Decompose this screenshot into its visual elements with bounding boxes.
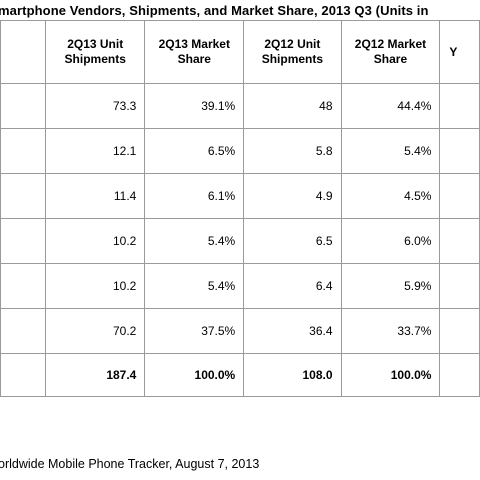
table-row: 10.2 5.4% 6.4 5.9%: [0, 263, 480, 309]
cell-2q12-unit-shipments: 48: [243, 83, 342, 129]
cell-2q12-market-share: 5.9%: [340, 263, 441, 309]
cell-vendor: [0, 308, 47, 354]
cell-2q13-market-share: 39.1%: [144, 83, 245, 129]
cell-2q12-unit-shipments: 4.9: [243, 173, 342, 219]
table-title: martphone Vendors, Shipments, and Market…: [0, 3, 429, 18]
header-2q13-share-line2: Share: [177, 52, 211, 66]
table-row: 12.1 6.5% 5.8 5.4%: [0, 128, 480, 174]
header-yoy: Y: [439, 20, 480, 84]
cell-2q13-unit-shipments: 70.2: [45, 308, 146, 354]
total-cell-2q13-market-share: 100.0%: [144, 353, 245, 397]
table-row: 70.2 37.5% 36.4 33.7%: [0, 308, 480, 354]
header-2q12-share-line2: Share: [373, 52, 408, 66]
cell-2q12-market-share: 33.7%: [340, 308, 441, 354]
cell-yoy: [439, 263, 480, 309]
header-2q13-unit-line1: 2Q13 Unit: [67, 37, 124, 51]
total-cell-2q12-market-share: 100.0%: [340, 353, 441, 397]
cell-2q13-unit-shipments: 10.2: [45, 218, 146, 264]
total-cell-yoy: [439, 353, 480, 397]
header-vendor: [0, 20, 47, 84]
header-yoy-line1: Y: [449, 44, 458, 59]
header-2q12-market-share: 2Q12 Market Share: [340, 20, 441, 84]
cell-vendor: [0, 83, 47, 129]
cell-2q13-market-share: 37.5%: [144, 308, 245, 354]
header-2q13-unit-shipments: 2Q13 Unit Shipments: [45, 20, 146, 84]
cell-2q12-market-share: 4.5%: [340, 173, 441, 219]
cell-2q13-unit-shipments: 10.2: [45, 263, 146, 309]
table-row: 11.4 6.1% 4.9 4.5%: [0, 173, 480, 219]
cell-vendor: [0, 263, 47, 309]
cell-vendor: [0, 218, 47, 264]
cell-yoy: [439, 218, 480, 264]
cell-vendor: [0, 173, 47, 219]
cell-yoy: [439, 128, 480, 174]
source-note: orldwide Mobile Phone Tracker, August 7,…: [0, 457, 260, 471]
market-share-table: 2Q13 Unit Shipments 2Q13 Market Share 2Q…: [0, 20, 480, 397]
cell-2q13-market-share: 5.4%: [144, 218, 245, 264]
cell-2q12-unit-shipments: 6.4: [243, 263, 342, 309]
header-row: 2Q13 Unit Shipments 2Q13 Market Share 2Q…: [0, 20, 480, 84]
cell-2q12-unit-shipments: 6.5: [243, 218, 342, 264]
header-2q13-share-line1: 2Q13 Market: [158, 37, 230, 51]
header-2q12-unit-shipments: 2Q12 Unit Shipments: [243, 20, 342, 84]
header-2q12-share-line1: 2Q12 Market: [354, 37, 427, 51]
cell-2q13-market-share: 6.1%: [144, 173, 245, 219]
cell-vendor: [0, 128, 47, 174]
cell-2q13-unit-shipments: 73.3: [45, 83, 146, 129]
cell-yoy: [439, 173, 480, 219]
cell-2q13-unit-shipments: 12.1: [45, 128, 146, 174]
header-2q12-unit-line1: 2Q12 Unit: [264, 37, 321, 51]
cell-2q13-unit-shipments: 11.4: [45, 173, 146, 219]
cell-yoy: [439, 308, 480, 354]
table-row: 73.3 39.1% 48 44.4%: [0, 83, 480, 129]
cell-2q12-unit-shipments: 36.4: [243, 308, 342, 354]
total-cell-2q12-unit-shipments: 108.0: [243, 353, 342, 397]
cell-2q13-market-share: 5.4%: [144, 263, 245, 309]
cell-2q12-market-share: 6.0%: [340, 218, 441, 264]
header-2q13-unit-line2: Shipments: [64, 52, 126, 66]
cell-2q12-unit-shipments: 5.8: [243, 128, 342, 174]
cell-yoy: [439, 83, 480, 129]
total-cell-vendor: [0, 353, 47, 397]
cell-2q12-market-share: 5.4%: [340, 128, 441, 174]
cell-2q13-market-share: 6.5%: [144, 128, 245, 174]
total-cell-2q13-unit-shipments: 187.4: [45, 353, 146, 397]
total-row: 187.4 100.0% 108.0 100.0%: [0, 353, 480, 397]
table-body: 73.3 39.1% 48 44.4% 12.1 6.5% 5.8 5.4% 11.4 6.1% 4…: [0, 83, 480, 397]
table-row: 10.2 5.4% 6.5 6.0%: [0, 218, 480, 264]
header-2q13-market-share: 2Q13 Market Share: [144, 20, 245, 84]
cell-2q12-market-share: 44.4%: [340, 83, 441, 129]
header-2q12-unit-line2: Shipments: [261, 52, 324, 66]
